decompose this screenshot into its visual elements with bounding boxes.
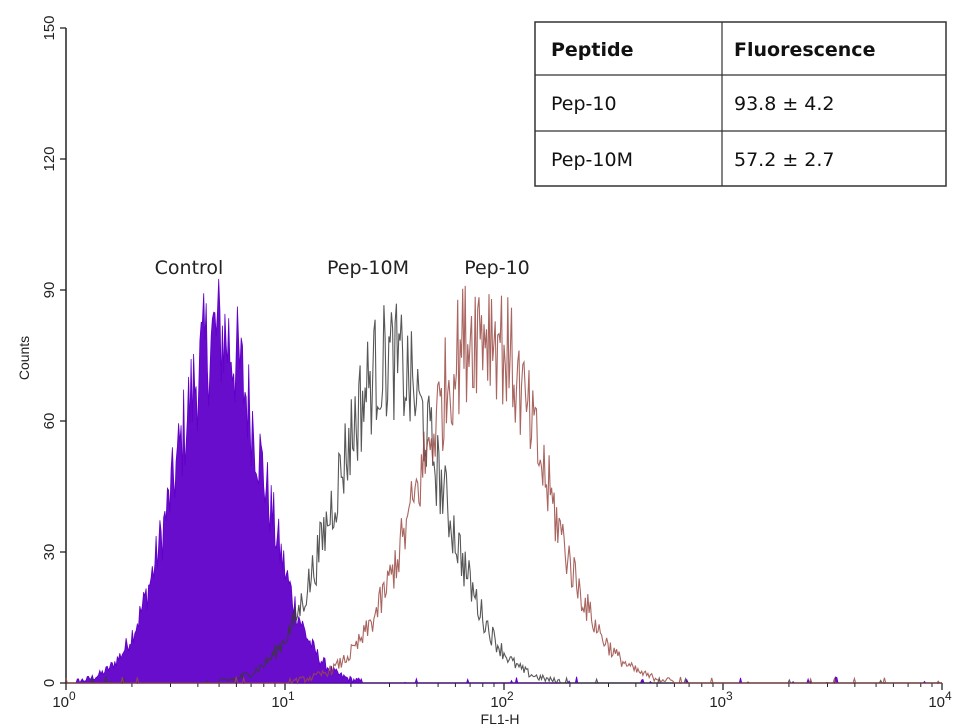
table-cell-peptide-1: Pep-10 <box>551 93 617 115</box>
x-tick-label: 103 <box>709 689 733 711</box>
y-tick-label: 0 <box>41 679 58 687</box>
y-tick-label: 90 <box>41 282 58 299</box>
y-tick-label: 150 <box>41 15 58 40</box>
x-axis-label: FL1-H <box>481 711 520 727</box>
annotation-control: Control <box>155 257 224 279</box>
table-cell-peptide-2: Pep-10M <box>551 149 633 171</box>
table-header-fluorescence: Fluorescence <box>734 39 875 61</box>
table-cell-fluorescence-1: 93.8 ± 4.2 <box>734 93 835 115</box>
annotation-pep-10: Pep-10 <box>464 257 530 279</box>
series-control-histogram <box>66 278 942 685</box>
fluorescence-table: Peptide Fluorescence Pep-10 93.8 ± 4.2 P… <box>534 21 947 187</box>
y-tick-label: 30 <box>41 544 58 561</box>
x-tick-label: 100 <box>52 689 76 711</box>
y-axis-label: Counts <box>16 336 32 380</box>
y-tick-label: 60 <box>41 413 58 430</box>
x-tick-label: 104 <box>928 689 952 711</box>
series-pep-10-histogram <box>65 285 942 685</box>
table-cell-fluorescence-2: 57.2 ± 2.7 <box>734 149 835 171</box>
table-border <box>534 21 947 187</box>
histogram-series <box>65 278 942 685</box>
annotation-pep-10m: Pep-10M <box>327 257 409 279</box>
x-tick-label: 101 <box>271 689 295 711</box>
x-tick-label: 102 <box>490 689 514 711</box>
y-tick-label: 120 <box>41 146 58 171</box>
table-header-peptide: Peptide <box>551 39 634 61</box>
